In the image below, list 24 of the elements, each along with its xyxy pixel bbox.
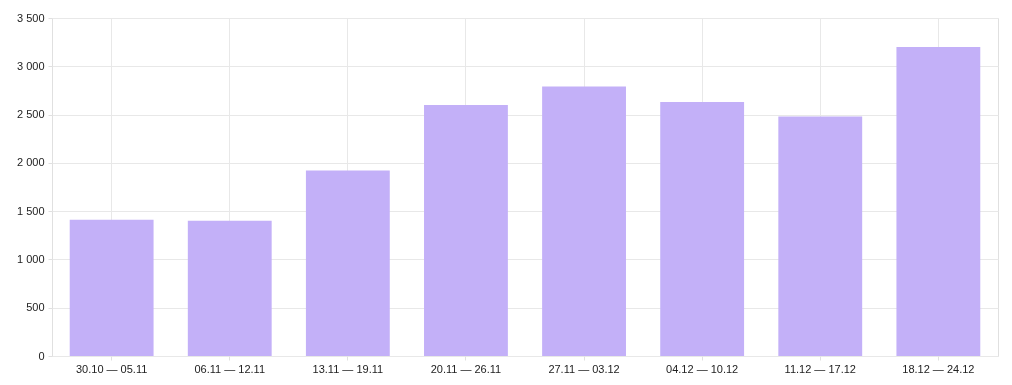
y-tick-label: 2 000 — [16, 156, 45, 169]
x-tick-label: 27.11 — 03.12 — [548, 362, 620, 375]
y-tick-label: 500 — [26, 301, 45, 314]
bar — [424, 104, 508, 356]
y-tick-label: 3 000 — [16, 59, 45, 72]
y-tick-label: 1 500 — [16, 204, 45, 217]
x-tick-label: 11.12 — 17.12 — [784, 362, 856, 375]
bar — [660, 102, 745, 356]
bar — [187, 220, 272, 356]
y-tick-label: 0 — [38, 349, 45, 362]
x-tick-label: 30.10 — 05.11 — [75, 362, 148, 375]
bar — [896, 46, 981, 356]
y-tick-label: 2 500 — [16, 108, 45, 121]
bar — [778, 116, 863, 356]
x-tick-label: 06.11 — 12.11 — [194, 362, 266, 375]
bar — [69, 219, 154, 356]
bar — [305, 170, 390, 356]
y-tick-label: 3 500 — [16, 11, 45, 24]
x-tick-label: 18.12 — 24.12 — [902, 362, 975, 375]
x-tick-label: 04.12 — 10.12 — [666, 362, 739, 375]
bar — [542, 86, 626, 356]
x-tick-label: 13.11 — 19.11 — [312, 362, 384, 375]
x-tick-label: 20.11 — 26.11 — [430, 362, 502, 375]
y-tick-label: 1 000 — [16, 252, 45, 265]
